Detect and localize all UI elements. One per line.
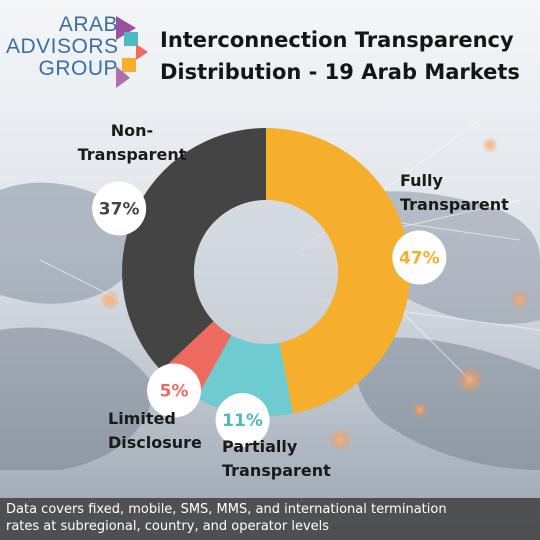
chart-title: Interconnection Transparency Distributio… bbox=[160, 24, 535, 88]
footer-line-1: Data covers fixed, mobile, SMS, MMS, and… bbox=[6, 502, 447, 517]
footer-note: Data covers fixed, mobile, SMS, MMS, and… bbox=[0, 498, 540, 540]
pct-label-partially-transparent: 11% bbox=[222, 411, 263, 431]
pct-badge-partially-transparent: 11% bbox=[215, 393, 270, 448]
category-label-limited-disclosure: Limited Disclosure bbox=[108, 409, 202, 452]
category-label-partially-transparent: Partially Transparent bbox=[222, 437, 331, 480]
pct-label-non-transparent: 37% bbox=[99, 199, 140, 219]
logo-line-1: ARAB bbox=[58, 13, 118, 36]
donut-hole bbox=[194, 200, 338, 344]
chart-title-line-1: Interconnection Transparency bbox=[160, 28, 514, 52]
slice-fully-transparent bbox=[266, 128, 411, 414]
slice-partially-transparent bbox=[196, 335, 293, 416]
category-label-fully-transparent: Fully Transparent bbox=[400, 171, 509, 214]
logo-mark-icon bbox=[116, 16, 148, 88]
pct-badge-non-transparent: 37% bbox=[92, 181, 147, 236]
arab-advisors-logo: ARAB ADVISORS GROUP bbox=[6, 10, 156, 90]
pct-badge-circle bbox=[215, 393, 270, 448]
category-label-non-transparent: Non-Transparent bbox=[78, 121, 187, 164]
logo-line-2: ADVISORS bbox=[6, 35, 119, 58]
pct-badge-fully-transparent: 47% bbox=[392, 230, 447, 285]
pct-badge-limited-disclosure: 5% bbox=[147, 363, 202, 418]
chart-title-line-2: Distribution - 19 Arab Markets bbox=[160, 60, 520, 84]
pct-label-limited-disclosure: 5% bbox=[160, 382, 189, 402]
pct-badge-circle bbox=[392, 230, 447, 285]
pct-badge-circle bbox=[92, 181, 147, 236]
pct-badge-circle bbox=[147, 363, 202, 418]
footer-line-2: rates at subregional, country, and opera… bbox=[6, 519, 330, 534]
slice-non-transparent bbox=[121, 128, 266, 371]
pct-label-fully-transparent: 47% bbox=[399, 249, 440, 269]
logo-line-3: GROUP bbox=[38, 57, 118, 80]
